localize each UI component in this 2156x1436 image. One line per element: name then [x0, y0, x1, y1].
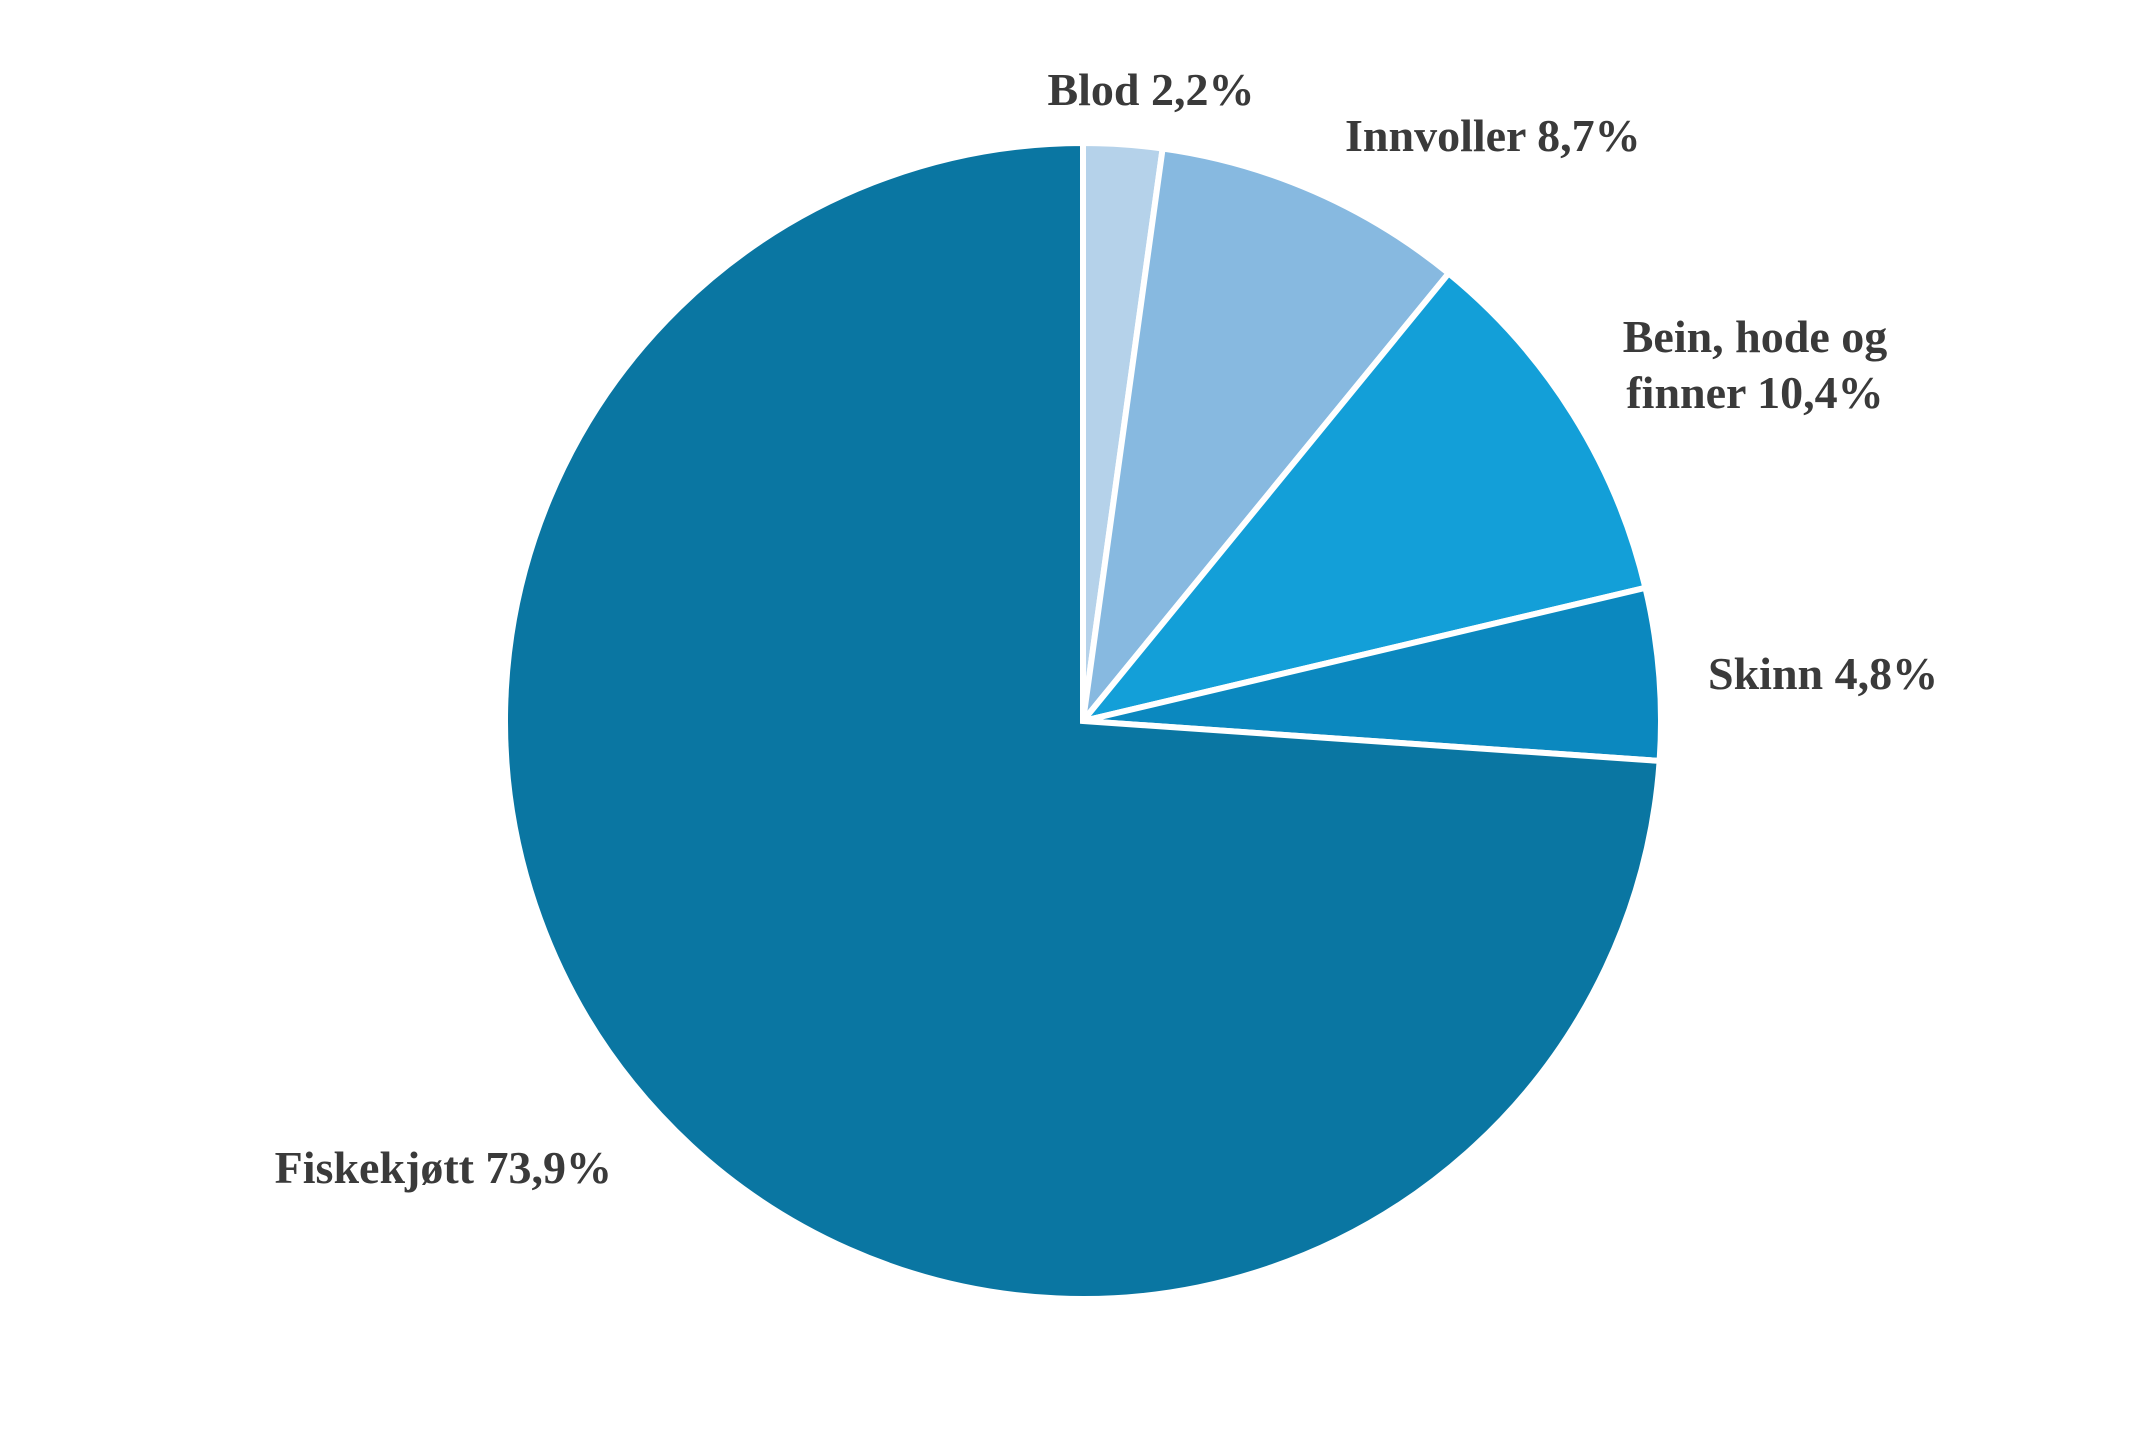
slice-label: Bein, hode og finner 10,4%: [1623, 311, 1888, 418]
pie-slice-skinn: [1082, 584, 1664, 765]
pie-slice-fiskekjøtt: [502, 139, 1663, 1302]
pie-slices: [502, 139, 1664, 1302]
slice-label-line: Fiskekjøtt 73,9%: [275, 1142, 612, 1193]
slice-label-line: Blod 2,2%: [1047, 64, 1254, 115]
slice-label: Fiskekjøtt 73,9%: [275, 1142, 612, 1193]
slice-label-line: Innvoller 8,7%: [1345, 110, 1641, 161]
slice-label: Skinn 4,8%: [1708, 648, 1938, 699]
pie-labels: Blod 2,2% Innvoller 8,7% Bein, hode og finn…: [275, 64, 1938, 1193]
slice-label-line: Skinn 4,8%: [1708, 648, 1938, 699]
slice-label-line: finner 10,4%: [1626, 367, 1883, 418]
slice-label: Innvoller 8,7%: [1345, 110, 1641, 161]
pie-slice-innvoller: [1078, 145, 1453, 732]
slice-label: Blod 2,2%: [1047, 64, 1254, 115]
slice-label-line: Bein, hode og: [1623, 311, 1888, 362]
pie-slice-bein-hode-og-finner: [1075, 269, 1650, 726]
